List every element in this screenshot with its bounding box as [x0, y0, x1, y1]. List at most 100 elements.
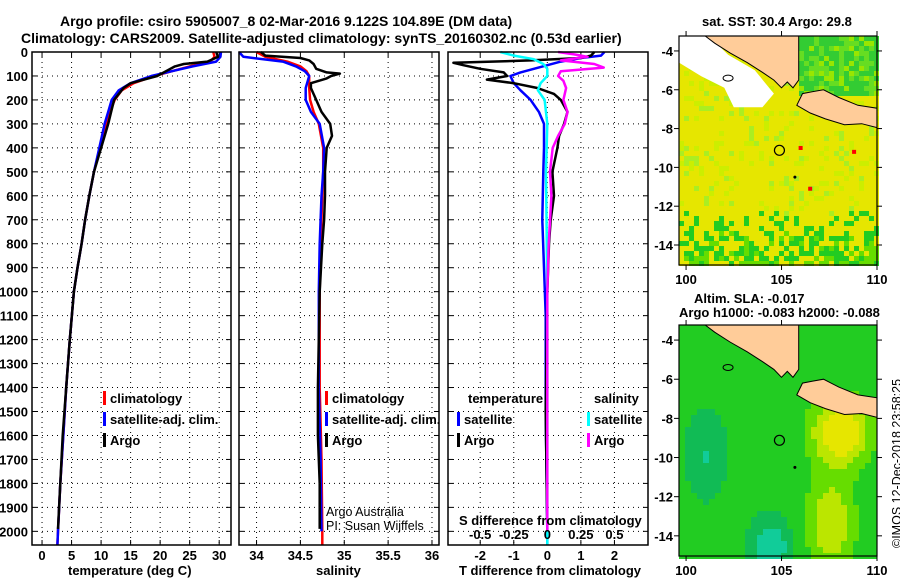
map-cell: [724, 156, 729, 161]
map-cell: [859, 415, 865, 421]
map-cell: [869, 241, 874, 246]
map-cell: [819, 86, 824, 91]
map-cell: [835, 463, 841, 469]
map-cell: [824, 181, 829, 186]
map-cell: [829, 196, 834, 201]
map-cell: [859, 151, 864, 156]
map-cell: [823, 529, 829, 535]
map-cell: [719, 191, 724, 196]
map-cell: [779, 246, 784, 251]
map-cell: [794, 221, 799, 226]
map-cell: [789, 196, 794, 201]
map-cell: [809, 251, 814, 256]
map-cell: [714, 256, 719, 261]
map-cell: [709, 385, 715, 391]
map-cell: [844, 181, 849, 186]
map-cell: [847, 541, 853, 547]
map-cell: [864, 61, 869, 66]
map-cell: [799, 445, 805, 451]
map-cell: [853, 475, 859, 481]
map-cell: [709, 91, 714, 96]
map-cell: [769, 523, 775, 529]
map-cell: [697, 541, 703, 547]
map-cell: [835, 373, 841, 379]
x-tick-label: 2: [611, 548, 618, 563]
map-cell: [745, 475, 751, 481]
map-cell: [699, 226, 704, 231]
map-cell: [769, 367, 775, 373]
map-cell: [734, 256, 739, 261]
map-cell: [869, 166, 874, 171]
map-cell: [787, 451, 793, 457]
map-cell: [729, 221, 734, 226]
map-cell: [689, 96, 694, 101]
map-cell: [679, 511, 685, 517]
map-cell: [699, 246, 704, 251]
map-cell: [733, 427, 739, 433]
map-cell: [799, 361, 805, 367]
map-cell: [864, 196, 869, 201]
map-cell: [739, 161, 744, 166]
map-cell: [719, 141, 724, 146]
map-cell: [769, 261, 774, 266]
map-cell: [764, 101, 769, 106]
map-cell: [703, 349, 709, 355]
depth-tick-label: 1000: [0, 285, 28, 300]
legend-label: satellite-adj. clim.: [332, 412, 441, 427]
map-cell: [689, 71, 694, 76]
map-cell: [733, 487, 739, 493]
map-cell: [814, 41, 819, 46]
map-cell: [865, 457, 871, 463]
map-cell: [869, 191, 874, 196]
map-cell: [811, 535, 817, 541]
map-cell: [691, 415, 697, 421]
map-cell: [694, 171, 699, 176]
legend-label: satellite: [594, 412, 643, 427]
map-cell: [764, 226, 769, 231]
map-cell: [817, 499, 823, 505]
map-cell: [819, 166, 824, 171]
map-cell: [854, 101, 859, 106]
map-cell: [749, 141, 754, 146]
map-cell: [714, 141, 719, 146]
map-cell: [757, 511, 763, 517]
map-cell: [859, 475, 865, 481]
map-cell: [769, 451, 775, 457]
map-cell: [844, 126, 849, 131]
map-cell: [835, 421, 841, 427]
map-cell: [727, 403, 733, 409]
map-cell: [739, 379, 745, 385]
map-cell: [751, 397, 757, 403]
map-cell: [774, 206, 779, 211]
map-cell: [839, 141, 844, 146]
legend-item-climatology: climatology: [103, 388, 218, 409]
map-cell: [729, 151, 734, 156]
map-cell: [794, 181, 799, 186]
map-cell: [739, 433, 745, 439]
map-cell: [679, 535, 685, 541]
map-cell: [835, 487, 841, 493]
map-cell: [769, 409, 775, 415]
map-cell: [704, 96, 709, 101]
map-cell: [769, 161, 774, 166]
map-cell: [839, 131, 844, 136]
map-cell: [814, 166, 819, 171]
map-cell: [789, 161, 794, 166]
map-cell: [769, 487, 775, 493]
map-cell: [679, 241, 684, 246]
map-cell: [769, 221, 774, 226]
map-cell: [817, 457, 823, 463]
map-cell: [829, 379, 835, 385]
map-cell: [839, 51, 844, 56]
map-cell: [751, 535, 757, 541]
map-cell: [839, 196, 844, 201]
depth-tick-label: 100: [6, 69, 28, 84]
map-cell: [774, 111, 779, 116]
legend-label: climatology: [110, 391, 183, 406]
map-cell: [814, 161, 819, 166]
map-cell: [699, 156, 704, 161]
map-cell: [781, 463, 787, 469]
map-cell: [869, 51, 874, 56]
map-cell: [804, 191, 809, 196]
map-cell: [814, 66, 819, 71]
